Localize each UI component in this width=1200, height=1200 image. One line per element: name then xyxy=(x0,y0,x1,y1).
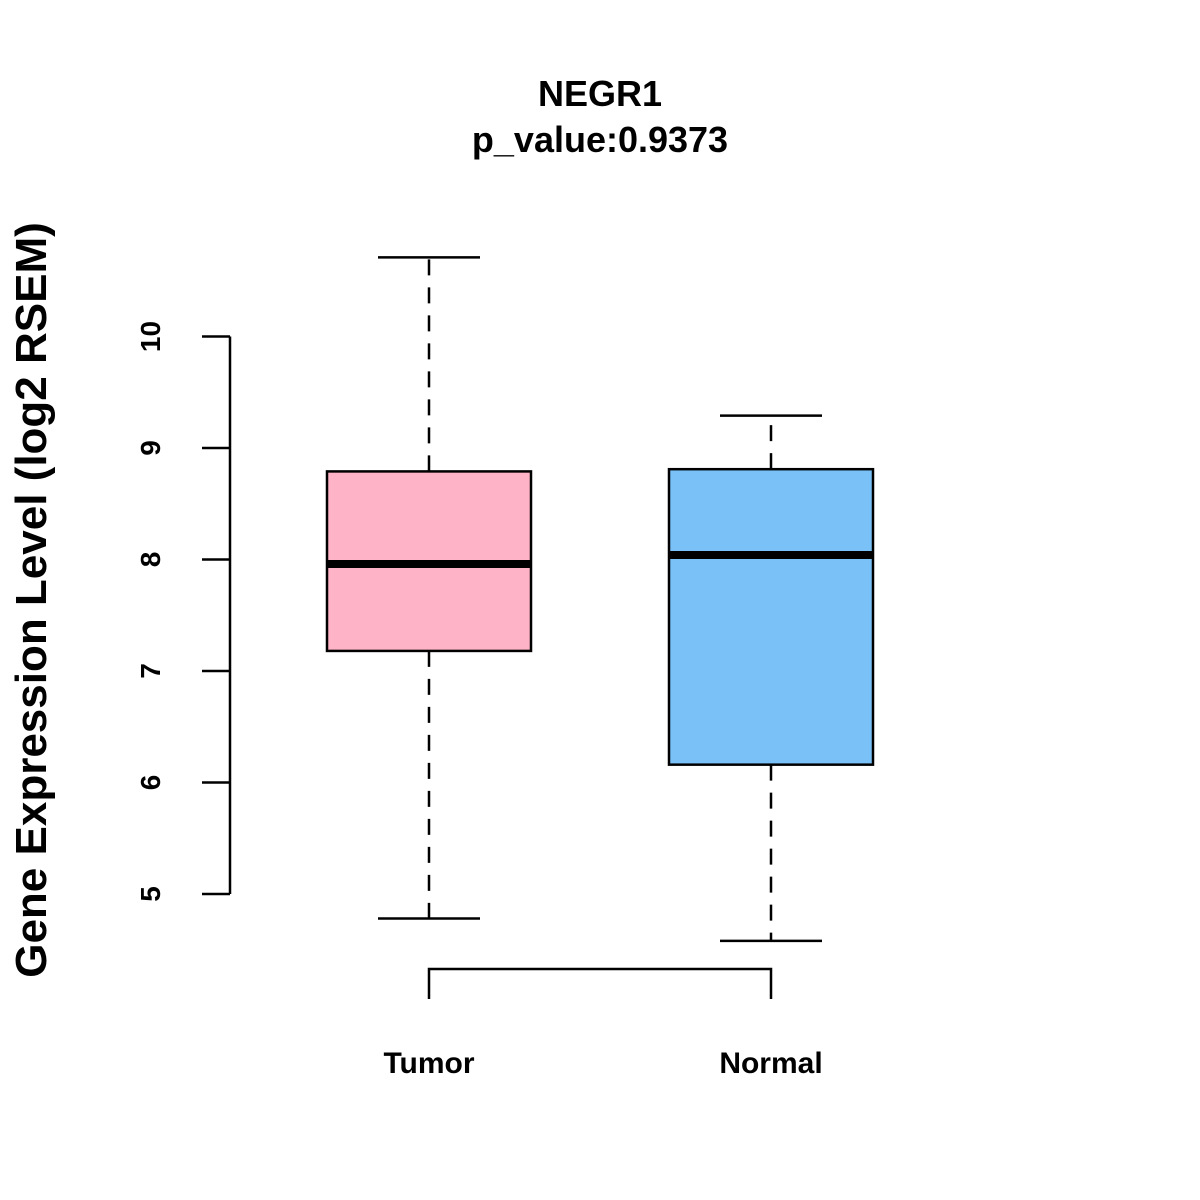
y-tick-label-5: 5 xyxy=(135,886,166,902)
x-label-normal: Normal xyxy=(719,1047,822,1080)
x-label-tumor: Tumor xyxy=(383,1047,474,1080)
y-tick-label-10: 10 xyxy=(135,321,166,352)
y-tick-label-7: 7 xyxy=(135,663,166,679)
comparison-bracket xyxy=(427,967,773,999)
y-axis: 5 6 7 8 9 10 xyxy=(135,321,232,902)
y-tick-label-8: 8 xyxy=(135,552,166,568)
x-axis-labels: Tumor Normal xyxy=(383,1047,822,1080)
y-axis-label: Gene Expression Level (log2 RSEM) xyxy=(7,222,56,978)
y-tick-label-9: 9 xyxy=(135,440,166,456)
y-tick-label-6: 6 xyxy=(135,775,166,791)
chart-subtitle: p_value:0.9373 xyxy=(472,119,728,160)
boxes-group xyxy=(325,256,875,943)
normal-box xyxy=(667,467,875,766)
comparison-bracket-group xyxy=(427,967,773,999)
chart-title: NEGR1 xyxy=(538,73,662,114)
